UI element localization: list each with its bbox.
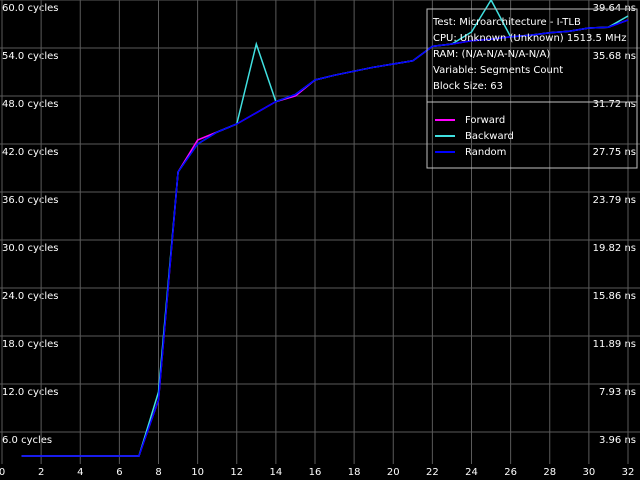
info-text: CPU: Unknown (Unknown) 1513.5 MHz bbox=[433, 33, 626, 44]
x-tick-label: 16 bbox=[309, 467, 322, 478]
info-text: Variable: Segments Count bbox=[433, 65, 563, 76]
x-tick-label: 24 bbox=[465, 467, 478, 478]
y-tick-label: 30.0 cycles bbox=[2, 243, 59, 254]
legend-label: Backward bbox=[465, 131, 514, 142]
y2-tick-label: 11.89 ns bbox=[593, 339, 636, 350]
y2-tick-label: 15.86 ns bbox=[593, 291, 636, 302]
legend-label: Forward bbox=[465, 115, 505, 126]
y-tick-label: 12.0 cycles bbox=[2, 387, 59, 398]
x-tick-label: 14 bbox=[270, 467, 283, 478]
x-tick-label: 8 bbox=[155, 467, 161, 478]
y-tick-label: 36.0 cycles bbox=[2, 195, 59, 206]
y-tick-label: 48.0 cycles bbox=[2, 99, 59, 110]
y-tick-label: 18.0 cycles bbox=[2, 339, 59, 350]
y-tick-label: 54.0 cycles bbox=[2, 51, 59, 62]
x-tick-label: 2 bbox=[38, 467, 44, 478]
x-tick-label: 30 bbox=[583, 467, 596, 478]
y-tick-label: 60.0 cycles bbox=[2, 3, 59, 14]
y-tick-label: 42.0 cycles bbox=[2, 147, 59, 158]
info-text: RAM: (N/A-N/A-N/A-N/A) bbox=[433, 49, 550, 60]
y-tick-label: 6.0 cycles bbox=[2, 435, 52, 446]
y2-tick-label: 27.75 ns bbox=[593, 147, 636, 158]
legend-box bbox=[426, 8, 638, 169]
y2-tick-label: 7.93 ns bbox=[599, 387, 636, 398]
x-tick-label: 4 bbox=[77, 467, 83, 478]
x-tick-label: 0 bbox=[0, 467, 5, 478]
x-tick-label: 20 bbox=[387, 467, 400, 478]
y2-tick-label: 31.72 ns bbox=[593, 99, 636, 110]
series-line bbox=[21, 19, 629, 457]
legend-label: Random bbox=[465, 147, 506, 158]
x-tick-label: 18 bbox=[348, 467, 361, 478]
y2-tick-label: 35.68 ns bbox=[593, 51, 636, 62]
x-tick-label: 10 bbox=[191, 467, 204, 478]
x-tick-label: 28 bbox=[543, 467, 556, 478]
y-tick-label: 24.0 cycles bbox=[2, 291, 59, 302]
x-tick-label: 12 bbox=[230, 467, 243, 478]
info-text: Block Size: 63 bbox=[433, 81, 503, 92]
y2-tick-label: 23.79 ns bbox=[593, 195, 636, 206]
x-tick-label: 26 bbox=[504, 467, 517, 478]
y2-tick-label: 19.82 ns bbox=[593, 243, 636, 254]
y2-tick-label: 3.96 ns bbox=[599, 435, 636, 446]
x-tick-label: 32 bbox=[622, 467, 635, 478]
info-text: Test: Microarchitecture - I-TLB bbox=[432, 17, 581, 28]
x-tick-label: 22 bbox=[426, 467, 439, 478]
x-tick-label: 6 bbox=[116, 467, 122, 478]
